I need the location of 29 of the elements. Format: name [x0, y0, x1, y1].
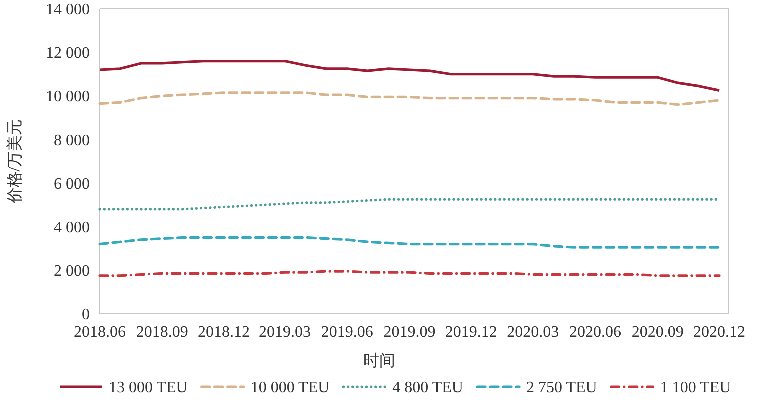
x-tick-label: 2020.03	[507, 324, 560, 341]
legend-label: 4 800 TEU	[392, 380, 464, 397]
y-tick-label: 2 000	[54, 263, 90, 280]
x-tick-label: 2019.09	[384, 324, 436, 341]
x-tick-label: 2020.06	[569, 324, 622, 341]
y-tick-label: 8 000	[54, 132, 90, 150]
y-tick-label: 6 000	[54, 176, 90, 193]
y-tick-label: 14 000	[46, 2, 90, 19]
y-tick-label: 10 000	[46, 88, 90, 106]
x-tick-label: 2019.03	[259, 324, 312, 341]
x-tick-label: 2019.12	[445, 324, 498, 341]
line-series	[98, 236, 721, 249]
y-tick-label: 12 000	[46, 45, 90, 62]
legend-label: 13 000 TEU	[109, 380, 188, 397]
y-tick-label: 4 000	[54, 219, 90, 236]
x-tick-label: 2018.12	[198, 324, 250, 341]
x-tick-label: 2020.09	[632, 324, 684, 341]
x-tick-label: 2018.06	[74, 324, 126, 341]
legend-label: 2 750 TEU	[526, 380, 598, 397]
x-tick-label: 2020.12	[694, 324, 746, 341]
line-series	[98, 92, 721, 106]
y-tick-label: 0	[82, 306, 90, 324]
x-tick-label: 2018.09	[136, 324, 188, 341]
legend-label: 10 000 TEU	[250, 380, 330, 397]
y-axis-title: 价格/万美元	[6, 119, 24, 205]
x-axis-title: 时间	[364, 352, 396, 370]
legend-label: 1 100 TEU	[660, 380, 732, 397]
line-series	[98, 60, 721, 92]
x-tick-label: 2019.06	[321, 324, 374, 341]
